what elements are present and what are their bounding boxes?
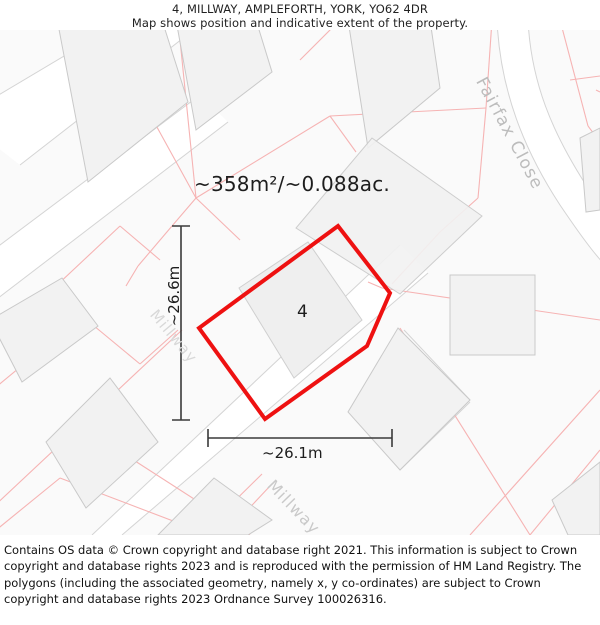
map-header: 4, MILLWAY, AMPLEFORTH, YORK, YO62 4DR M… (0, 0, 600, 30)
map-vector-layer (0, 30, 600, 535)
plot-number-label: 4 (297, 302, 308, 322)
page-title: 4, MILLWAY, AMPLEFORTH, YORK, YO62 4DR (172, 2, 428, 16)
dimension-bars (172, 225, 393, 447)
map-canvas[interactable]: ~358m²/~0.088ac. 4 ~26.1m ~26.6m Fairfax… (0, 30, 600, 535)
area-label: ~358m²/~0.088ac. (194, 172, 390, 196)
width-dimension-label: ~26.1m (262, 444, 323, 462)
page-subtitle: Map shows position and indicative extent… (131, 16, 469, 30)
property-boundary-polygon (196, 223, 393, 422)
copyright-footer: Contains OS data © Crown copyright and d… (0, 538, 600, 625)
building-layer (0, 30, 600, 535)
